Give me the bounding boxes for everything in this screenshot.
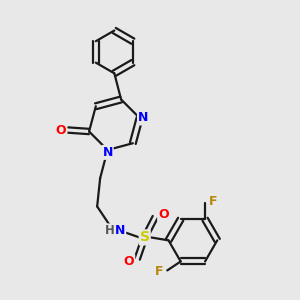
Text: N: N [138,112,148,124]
Text: O: O [56,124,66,136]
Text: N: N [102,146,113,159]
Text: N: N [115,224,125,237]
Text: O: O [158,208,169,221]
Text: F: F [155,266,163,278]
Text: H: H [105,224,115,237]
Text: S: S [140,230,150,244]
Text: O: O [124,255,134,268]
Text: F: F [209,195,218,208]
